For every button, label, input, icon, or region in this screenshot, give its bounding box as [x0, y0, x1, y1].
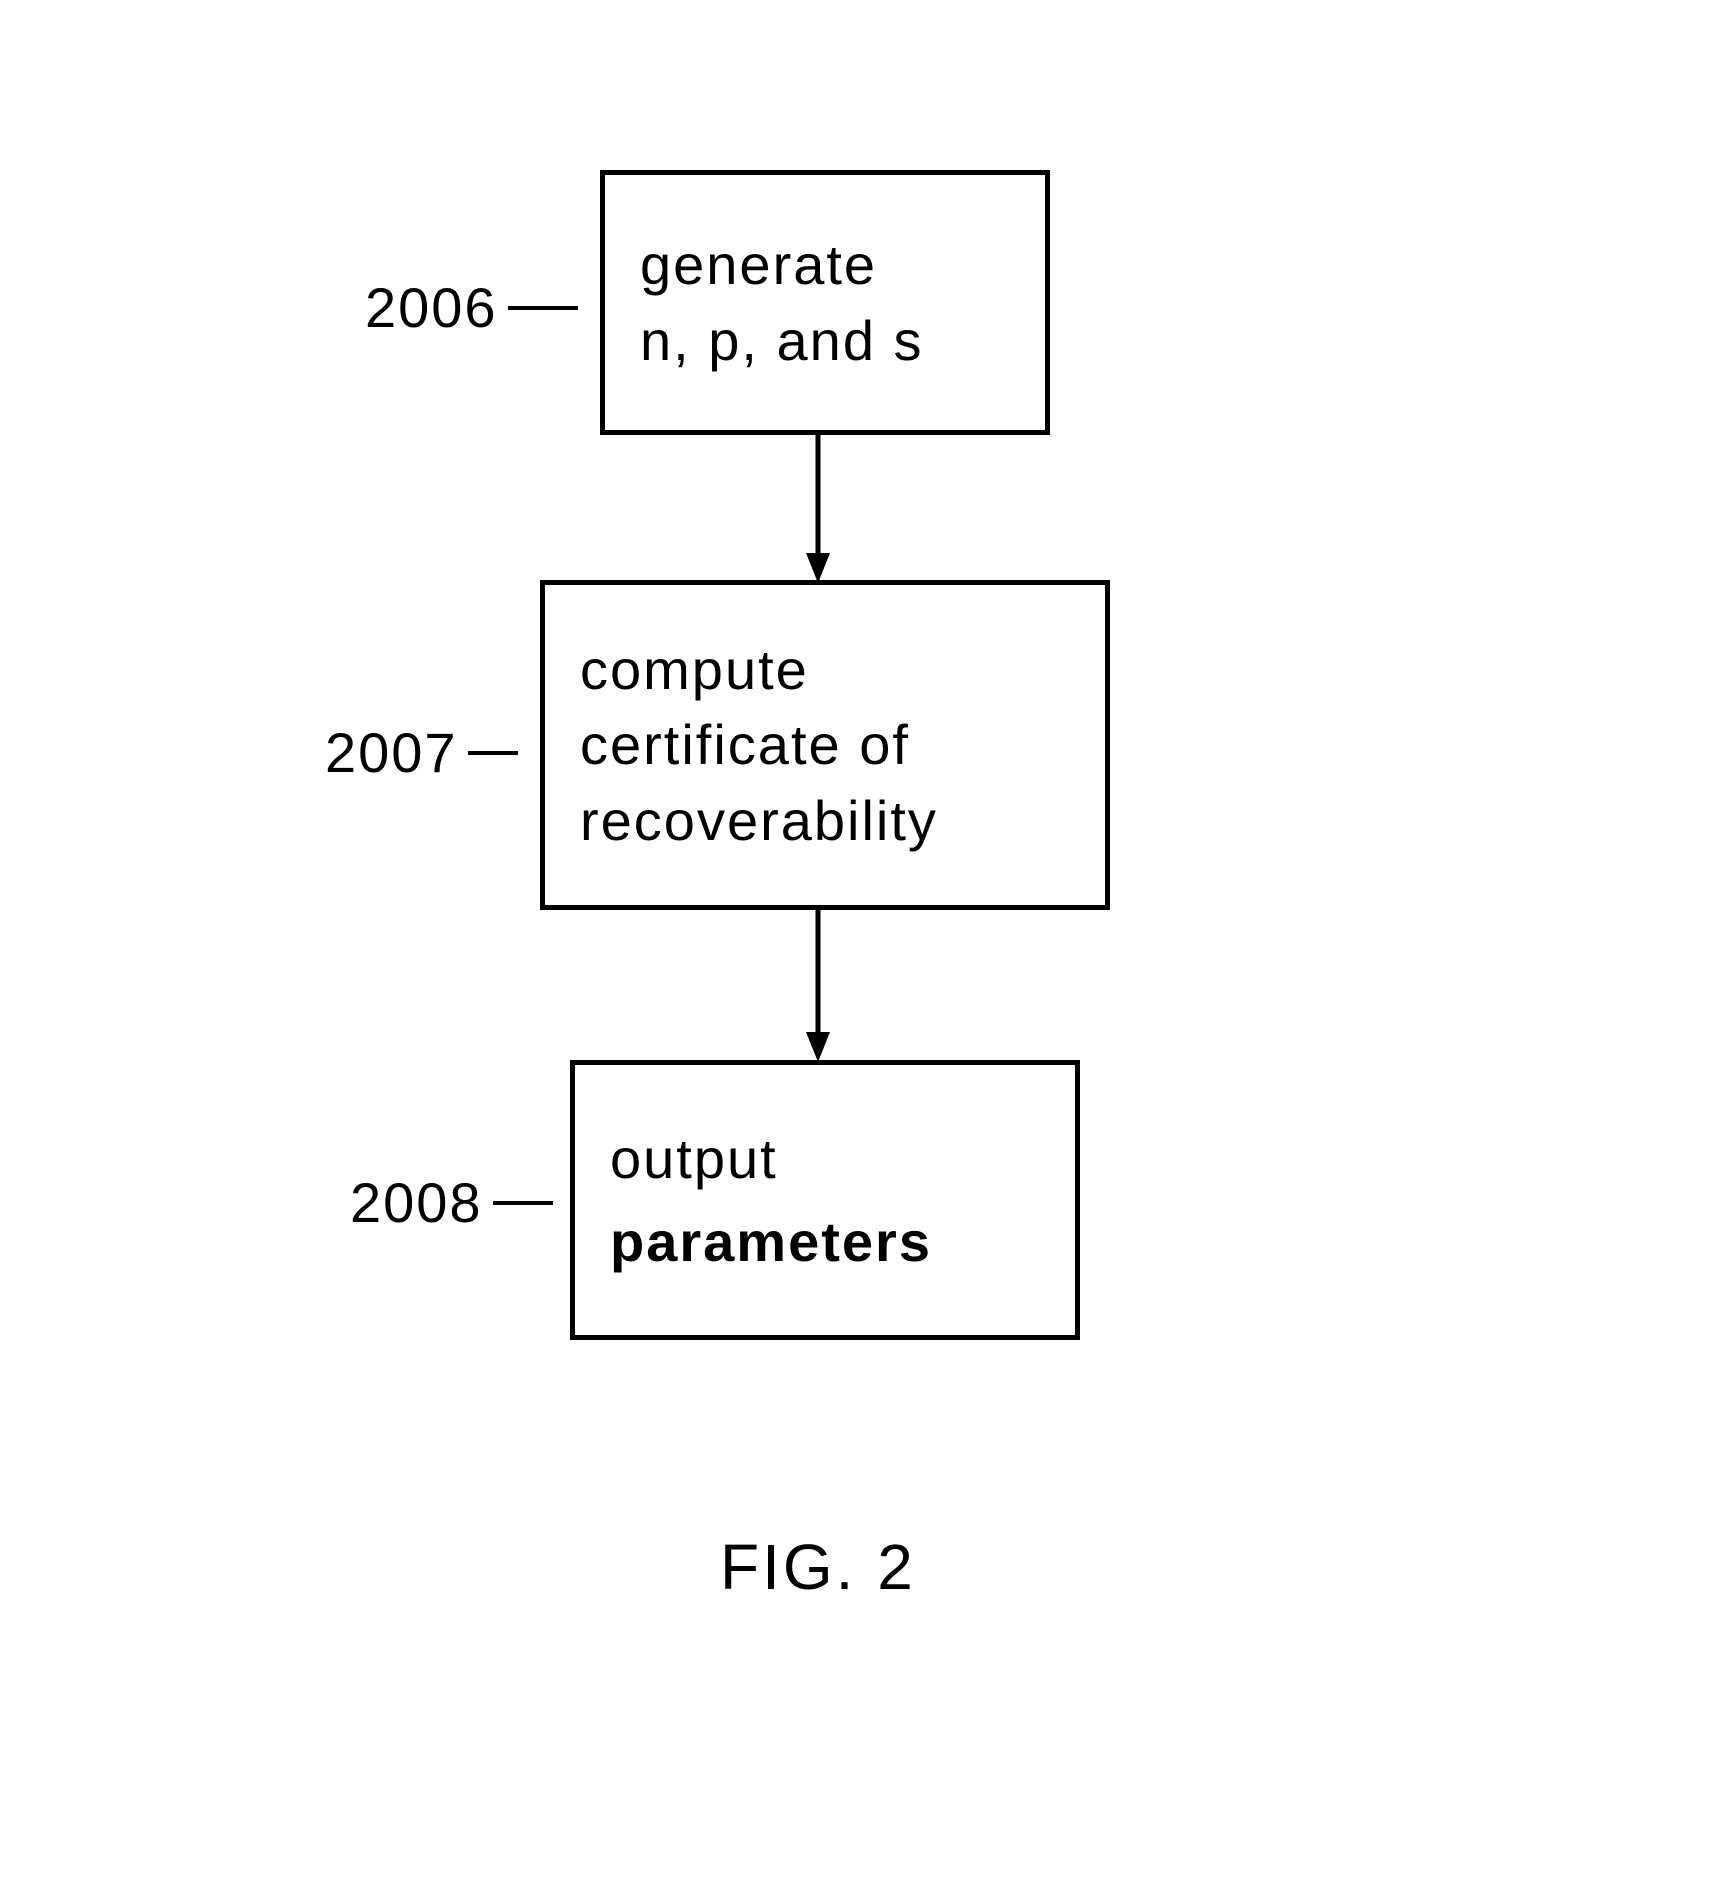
label-2007-tick — [468, 751, 518, 755]
box2-line1: compute — [580, 632, 1070, 708]
label-2007-text: 2007 — [325, 720, 458, 785]
figure-caption: FIG. 2 — [720, 1530, 916, 1604]
flowchart-node-generate: generate n, p, and s — [600, 170, 1050, 435]
box2-line3: recoverability — [580, 783, 1070, 859]
arrow-1-svg — [803, 435, 833, 585]
box2-line2: certificate of — [580, 707, 1070, 783]
box1-line1: generate — [640, 227, 1010, 303]
label-2006: 2006 — [365, 275, 578, 340]
flowchart-node-output: output parameters — [570, 1060, 1080, 1340]
flowchart-node-compute: compute certificate of recoverability — [540, 580, 1110, 910]
box1-line2: n, p, and s — [640, 303, 1010, 379]
arrow-2-svg — [803, 910, 833, 1065]
label-2008-text: 2008 — [350, 1170, 483, 1235]
label-2006-tick — [508, 306, 578, 310]
flowchart-diagram: generate n, p, and s 2006 compute certif… — [0, 0, 1715, 1886]
label-2008-tick — [493, 1201, 553, 1205]
arrow-1 — [803, 435, 833, 590]
label-2008: 2008 — [350, 1170, 553, 1235]
box3-line1: output — [610, 1126, 1040, 1191]
label-2006-text: 2006 — [365, 275, 498, 340]
arrow-2 — [803, 910, 833, 1070]
label-2007: 2007 — [325, 720, 518, 785]
box3-line2: parameters — [610, 1209, 1040, 1274]
